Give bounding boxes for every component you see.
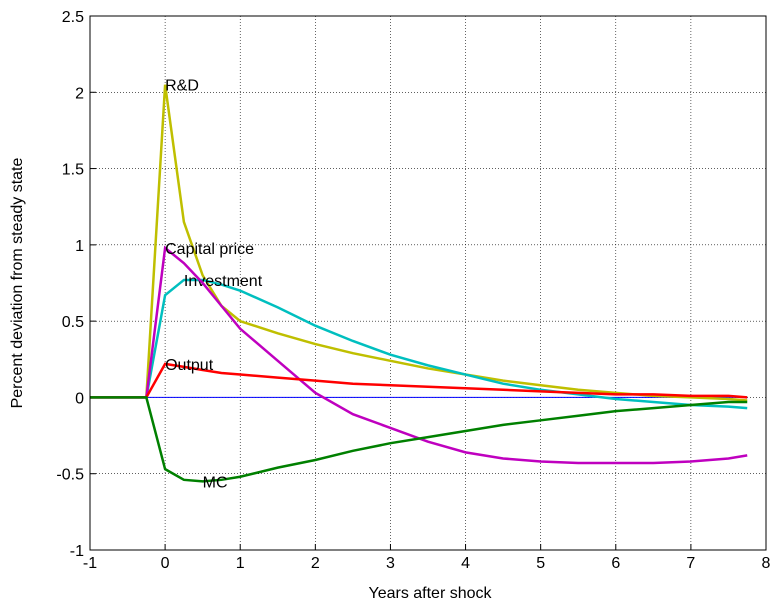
y-tick-label: 0.5 [62, 314, 84, 331]
y-axis-label: Percent deviation from steady state [9, 158, 26, 409]
x-tick-label: -1 [83, 555, 97, 572]
x-tick-label: 7 [686, 555, 695, 572]
x-tick-label: 1 [236, 555, 245, 572]
x-tick-label: 5 [536, 555, 545, 572]
x-tick-label: 8 [762, 555, 771, 572]
plot-frame [89, 15, 767, 551]
y-tick-label: 1.5 [62, 162, 84, 179]
series-line [90, 245, 748, 465]
x-tick-label: 6 [611, 555, 620, 572]
y-tick-label: -1 [70, 543, 84, 560]
series-label: Output [165, 357, 214, 374]
y-tick-label: 1 [75, 238, 84, 255]
series-label: MC [203, 474, 228, 491]
series-line [90, 362, 748, 399]
x-tick-label: 0 [161, 555, 170, 572]
y-tick-label: 0 [75, 390, 84, 407]
y-tick-label: 2.5 [62, 9, 84, 26]
x-tick-label: 2 [311, 555, 320, 572]
series-line [90, 278, 748, 410]
y-tick-label: -0.5 [56, 467, 84, 484]
x-axis-label: Years after shock [368, 585, 492, 602]
series-line [90, 396, 748, 483]
x-tick-label: 3 [386, 555, 395, 572]
series-label: R&D [165, 78, 199, 95]
y-tick-label: 2 [75, 85, 84, 102]
series-label: Capital price [165, 241, 254, 258]
x-tick-label: 4 [461, 555, 470, 572]
